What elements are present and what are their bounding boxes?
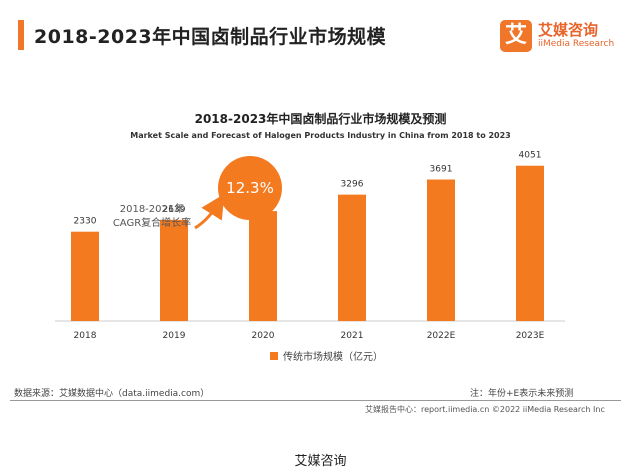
value-label-2022E: 3691 <box>430 165 453 175</box>
page-title: 2018-2023年中国卤制品行业市场规模 <box>34 26 387 48</box>
tick-label-2021: 2021 <box>341 331 364 341</box>
tick-label-2023E: 2023E <box>516 331 545 341</box>
cagr-value-badge: 12.3% <box>218 156 282 220</box>
data-source: 数据来源：艾媒数据中心（data.iimedia.com） <box>14 389 210 399</box>
cagr-arrow <box>194 193 225 230</box>
cagr-label-line2: CAGR复合增长率 <box>112 218 192 229</box>
value-label-2021: 3296 <box>341 180 364 190</box>
chart-subtitle: Market Scale and Forecast of Halogen Pro… <box>130 131 511 140</box>
tick-label-2020: 2020 <box>252 331 275 341</box>
iimedia-logo: 艾 艾媒咨询 iiMedia Research <box>500 18 620 58</box>
cagr-label-line1: 2018-2021年 <box>119 204 185 215</box>
title-accent-bar <box>18 20 24 50</box>
cagr-label: 2018-2021年 CAGR复合增长率 <box>92 203 212 231</box>
legend-swatch <box>270 351 278 360</box>
logo-name-en: iiMedia Research <box>538 39 615 49</box>
logo-mark-icon: 艾 <box>500 20 532 52</box>
chart-legend: 传统市场规模（亿元） <box>270 348 383 363</box>
value-label-2019: 2639 <box>163 205 186 215</box>
logo-name-cn: 艾媒咨询 <box>538 21 599 39</box>
tick-label-2019: 2019 <box>163 331 186 341</box>
tick-label-2022E: 2022E <box>427 331 456 341</box>
bar-2019 <box>160 219 188 321</box>
chart-title: 2018-2023年中国卤制品行业市场规模及预测 <box>194 112 447 126</box>
value-label-2023E: 4051 <box>519 151 542 161</box>
footer-divider <box>10 400 621 401</box>
bar-2021 <box>338 194 366 321</box>
forecast-note: 注：年份+E表示未来预测 <box>470 389 574 399</box>
copyright: 艾媒报告中心：report.iimedia.cn ©2022 iiMedia R… <box>365 405 605 414</box>
bar-2023E <box>516 165 544 321</box>
bar-2022E <box>427 179 455 321</box>
legend-label: 传统市场规模（亿元） <box>283 352 383 363</box>
bar-2020 <box>249 211 277 321</box>
image-caption: 艾媒咨询 <box>294 454 347 469</box>
tick-label-2018: 2018 <box>74 331 97 341</box>
value-label-2018: 2330 <box>74 217 97 227</box>
bar-2018 <box>71 231 99 321</box>
